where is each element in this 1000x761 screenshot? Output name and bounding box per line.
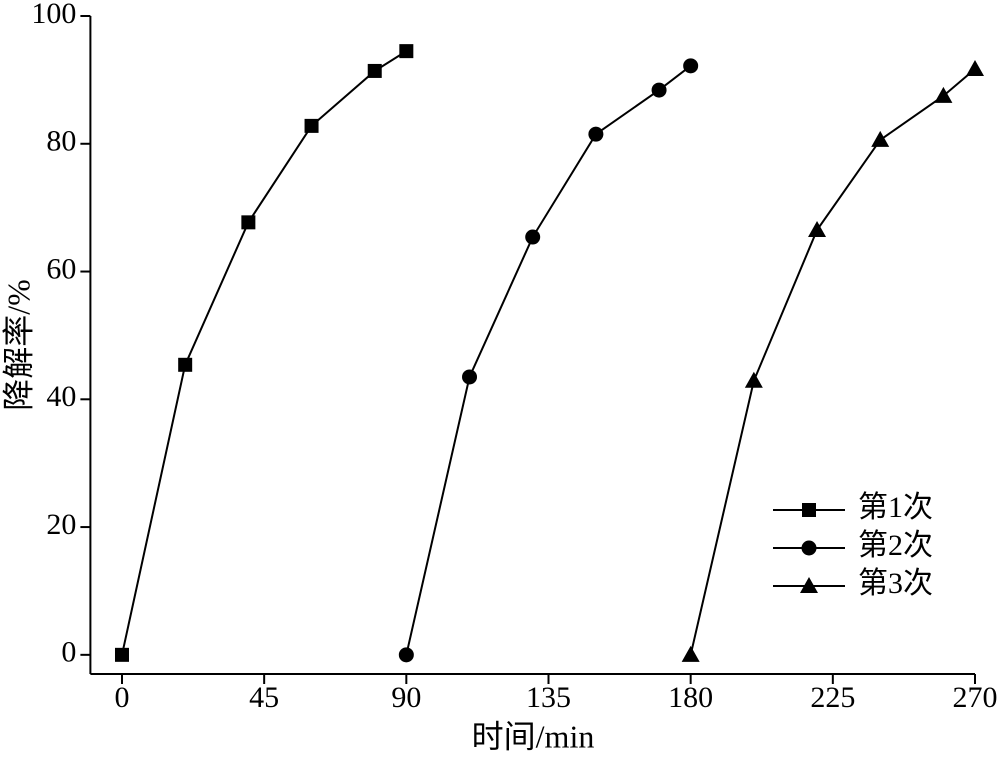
marker <box>399 44 414 59</box>
x-tick-label: 135 <box>526 681 571 714</box>
marker <box>934 86 953 103</box>
legend-label: 第1次 <box>858 491 933 524</box>
y-axis-title: 降解率/% <box>0 279 36 411</box>
marker <box>808 221 827 238</box>
marker <box>744 371 763 388</box>
marker <box>871 130 890 147</box>
x-tick-label: 225 <box>810 681 855 714</box>
y-tick-label: 20 <box>46 508 76 541</box>
y-tick-label: 100 <box>31 0 76 30</box>
marker <box>114 647 129 662</box>
marker <box>178 357 193 372</box>
marker <box>681 645 700 662</box>
y-tick-label: 40 <box>46 380 76 413</box>
series-line <box>405 65 692 656</box>
x-axis-title: 时间/min <box>472 718 595 754</box>
x-tick-label: 270 <box>953 681 998 714</box>
marker <box>462 369 478 385</box>
series-line <box>121 50 407 656</box>
marker <box>525 229 541 245</box>
marker <box>966 60 984 77</box>
marker <box>588 126 604 142</box>
legend-marker <box>800 577 818 593</box>
marker <box>683 58 699 74</box>
series-line <box>689 68 976 656</box>
x-tick-label: 90 <box>391 681 421 714</box>
marker <box>304 118 319 133</box>
marker <box>651 82 667 98</box>
legend-label: 第2次 <box>858 529 933 562</box>
y-tick-label: 60 <box>46 252 76 285</box>
legend-label: 第3次 <box>858 567 933 600</box>
marker <box>241 215 256 230</box>
x-tick-label: 45 <box>249 681 279 714</box>
y-tick-label: 0 <box>61 636 76 669</box>
x-tick-label: 0 <box>114 681 129 714</box>
marker <box>367 63 382 78</box>
x-tick-label: 180 <box>668 681 713 714</box>
legend-marker <box>802 503 816 517</box>
y-tick-label: 80 <box>46 125 76 158</box>
marker <box>398 647 414 663</box>
legend-marker <box>801 540 817 556</box>
